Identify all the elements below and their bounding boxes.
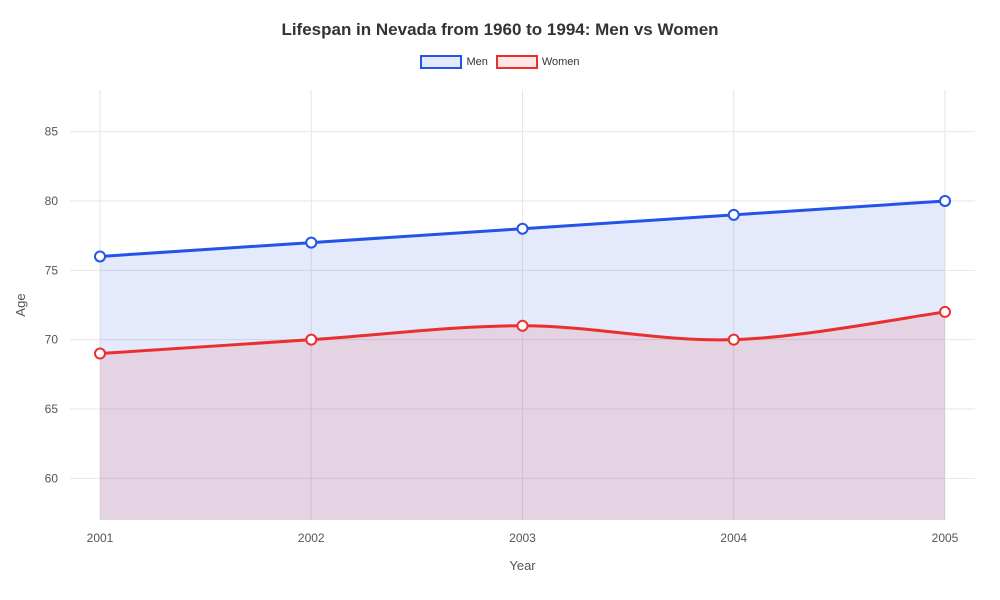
x-tick-label: 2001 xyxy=(87,531,114,545)
data-point xyxy=(518,321,528,331)
plot-svg: 2001 2002 2003 2004 2005 60 65 70 75 80 85 Age Ye… xyxy=(0,0,1000,600)
x-tick-label: 2003 xyxy=(509,531,536,545)
series-group xyxy=(95,196,950,520)
y-tick-label: 85 xyxy=(45,125,59,139)
y-tick-label: 60 xyxy=(45,471,59,485)
y-axis-title: Age xyxy=(13,293,28,316)
data-point xyxy=(940,307,950,317)
data-point xyxy=(940,196,950,206)
y-tick-label: 80 xyxy=(45,194,59,208)
data-point xyxy=(518,224,528,234)
y-tick-label: 75 xyxy=(45,263,59,277)
x-axis: 2001 2002 2003 2004 2005 xyxy=(87,531,959,545)
data-point xyxy=(95,251,105,261)
x-tick-label: 2002 xyxy=(298,531,325,545)
x-tick-label: 2004 xyxy=(720,531,747,545)
x-axis-title: Year xyxy=(509,558,536,573)
data-point xyxy=(729,210,739,220)
y-axis: 60 65 70 75 80 85 xyxy=(45,125,59,486)
x-tick-label: 2005 xyxy=(932,531,959,545)
chart-container: Lifespan in Nevada from 1960 to 1994: Me… xyxy=(0,0,1000,600)
y-tick-label: 65 xyxy=(45,402,59,416)
data-point xyxy=(729,335,739,345)
data-point xyxy=(95,349,105,359)
data-point xyxy=(306,238,316,248)
y-tick-label: 70 xyxy=(45,333,59,347)
data-point xyxy=(306,335,316,345)
